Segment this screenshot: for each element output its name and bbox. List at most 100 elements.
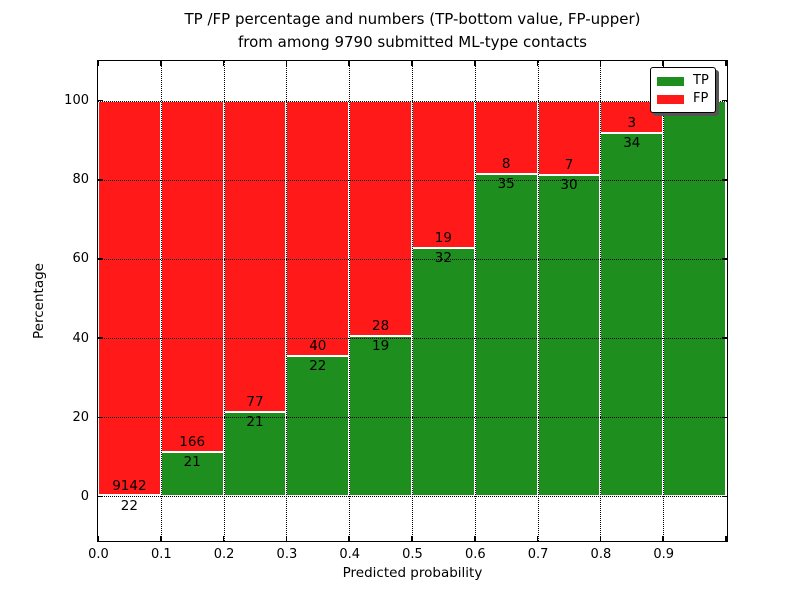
bar-count-label-fp: 166 [179,433,206,450]
y-tick-label: 40 [72,330,89,346]
y-tick [98,416,103,419]
x-tick [536,536,539,541]
bar-count-label-fp: 28 [372,318,390,335]
gridline-x [663,61,665,541]
bar-segment-fp [98,100,161,496]
gridline-x [160,61,162,541]
bar-segment-tp [349,336,412,497]
bar-segment-tp [286,355,350,497]
x-tick-label: 0.7 [527,546,549,562]
x-tick-label: 0.4 [339,546,361,562]
x-tick-label: 0.5 [402,546,423,562]
y-tick [98,337,103,339]
x-tick-top [160,61,162,66]
x-tick-label: 0.8 [590,546,612,562]
bar-segment-tp [412,248,475,497]
gridline-x [474,61,476,541]
y-tick-right [722,416,727,419]
gridline-x [223,61,225,541]
y-tick-label: 80 [72,172,89,188]
bar-segment-fp [474,100,538,175]
chart-title-line1: TP /FP percentage and numbers (TP-bottom… [184,10,641,28]
bar-segment-tp [160,451,224,497]
x-tick-top [411,61,413,66]
bar-count-label-tp: 32 [434,250,452,267]
y-tick-right [722,337,727,339]
x-tick-label: 0.1 [150,546,172,562]
x-tick-label: 0.6 [464,546,486,562]
y-axis-label: Percentage [31,263,47,339]
x-tick [222,536,225,541]
x-tick-label: 0.3 [276,546,298,562]
x-tick-top [348,61,350,66]
bar-count-label-fp: 7 [564,157,574,174]
x-tick-top [285,61,288,66]
bar-count-label-fp: 9142 [112,477,147,494]
y-tick-label: 0 [80,488,89,504]
bar-segment-fp [223,100,287,412]
y-tick-right [722,179,727,181]
legend: TP FP [650,67,716,113]
y-tick-right [722,99,727,102]
gridline-x [537,61,539,541]
y-tick-label: 20 [72,409,89,425]
x-tick-top [725,61,727,66]
x-tick [348,536,350,541]
bar-count-label-tp: 35 [497,176,515,193]
x-tick [599,536,602,541]
x-tick-top [599,61,602,66]
x-tick [725,536,727,541]
x-tick-top [222,61,225,66]
y-tick [98,258,103,260]
bar-count-label-tp: 34 [623,134,641,151]
bar-count-label-tp: 21 [246,413,264,430]
bar-count-label-fp: 77 [246,393,264,410]
bar-segment-tp [537,175,601,497]
plot-area: TP FP 22 9142 21 166 21 77 22 40 19 28 32 19 35 8 30 7 3… [97,60,728,542]
y-tick-right [722,495,727,498]
x-tick [411,536,413,541]
legend-label-fp: FP [693,91,709,106]
bar-count-label-tp: 22 [309,357,327,374]
legend-label-tp: TP [693,73,709,88]
bar-count-label-tp: 19 [372,338,390,355]
bar-count-label-tp: 21 [183,453,201,470]
bar-segment-fp [286,100,350,356]
gridline-x [412,61,413,541]
x-axis-label: Predicted probability [342,565,483,581]
legend-item-fp: FP [657,90,715,108]
x-tick-top [662,61,664,66]
bar-count-label-fp: 3 [627,114,637,131]
bar-segment-fp [349,100,412,337]
y-tick-label: 100 [64,93,89,109]
x-tick-label: 0.9 [653,546,675,562]
bar-segment-fp [160,100,224,452]
gridline-x [600,61,602,541]
bar-count-label-fp: 8 [501,156,511,173]
y-tick [98,99,103,102]
x-tick-top [97,61,99,66]
legend-swatch-fp [657,94,684,104]
x-tick-top [474,61,476,66]
gridline-x [349,61,351,541]
x-tick [285,536,288,541]
x-tick [97,536,99,541]
chart-title: TP /FP percentage and numbers (TP-bottom… [97,8,728,54]
y-tick-label: 60 [72,251,89,267]
bar-count-label-fp: 19 [434,230,452,247]
bar-segment-tp [663,100,726,497]
y-tick-right [722,258,727,260]
x-tick-label: 0.0 [88,546,109,562]
bar-segment-fp [412,100,475,249]
bar-count-label-tp: 30 [560,177,578,194]
legend-swatch-tp [657,76,684,86]
bar-count-label-tp: 22 [120,497,138,514]
x-tick-top [536,61,539,66]
gridline-x [286,61,288,541]
x-tick-label: 0.2 [213,546,235,562]
chart-title-line2: from among 9790 submitted ML-type contac… [238,33,587,51]
x-tick [662,536,664,541]
y-tick [98,179,103,181]
x-tick [474,536,476,541]
